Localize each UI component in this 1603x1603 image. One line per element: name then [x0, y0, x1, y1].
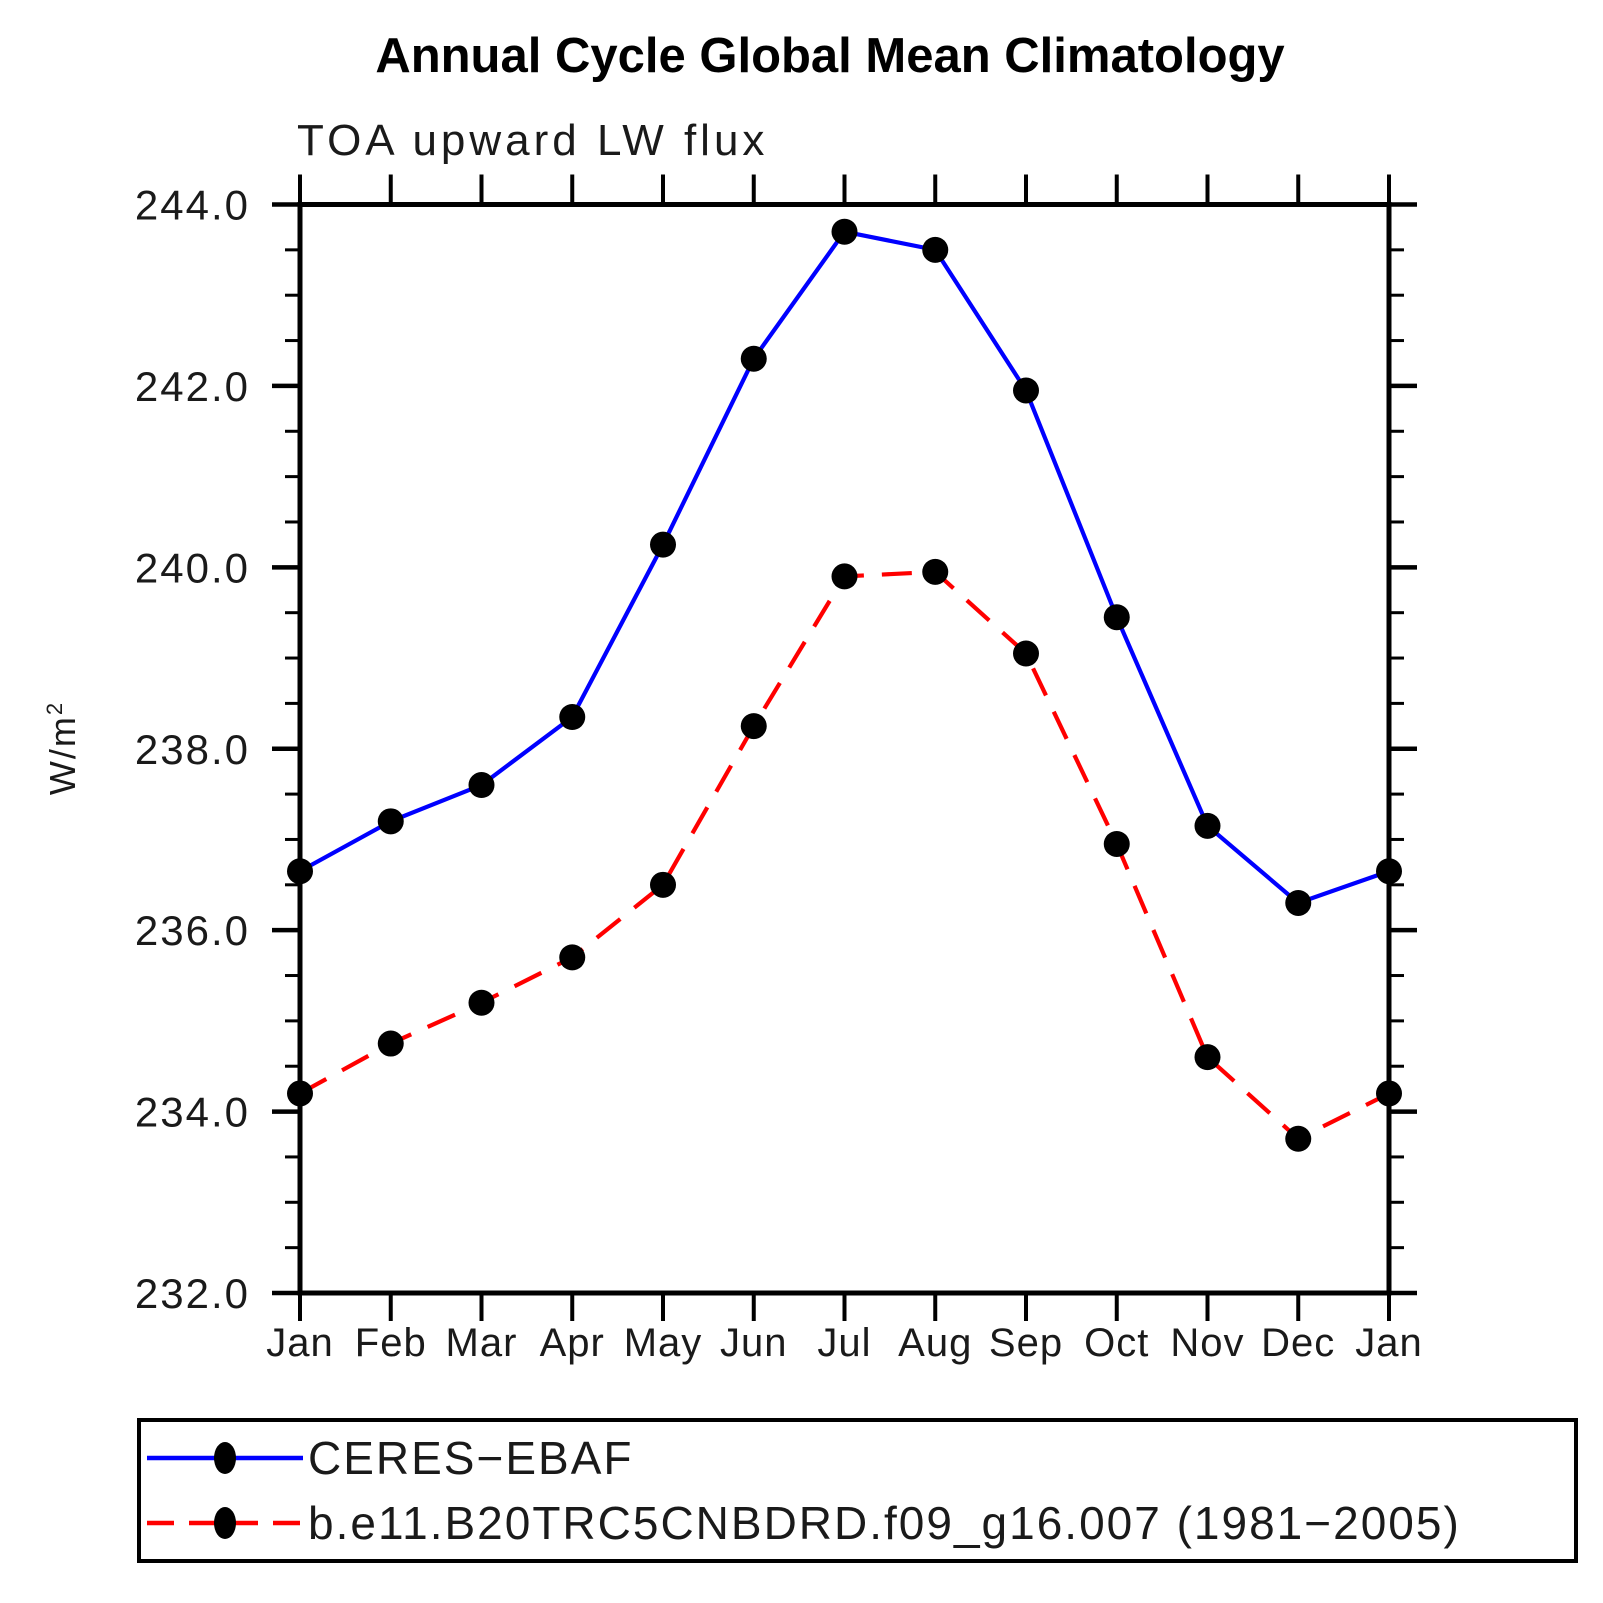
data-point-marker-series-1	[287, 1080, 313, 1107]
legend-marker-1	[214, 1507, 236, 1539]
x-axis-tick-label: Sep	[989, 1321, 1063, 1365]
legend-label-model-run: b.e11.B20TRC5CNBDRD.f09_g16.007 (1981−20…	[308, 1497, 1461, 1549]
data-point-marker-series-1	[1103, 830, 1130, 857]
y-axis-tick-label: 234.0	[135, 1089, 250, 1136]
plot-frame	[297, 202, 1392, 1296]
x-axis-tick-label: Apr	[540, 1321, 605, 1365]
data-point-marker-series-0	[1376, 858, 1402, 885]
x-axis-tick-label: Jan	[266, 1321, 334, 1365]
y-axis-tick-label: 240.0	[135, 544, 250, 591]
series-line-1	[298, 569, 1390, 1142]
legend-marker-0	[214, 1442, 236, 1474]
data-point-marker-series-1	[377, 1030, 404, 1057]
data-point-marker-series-1	[468, 989, 495, 1016]
data-point-marker-series-0	[650, 531, 676, 558]
x-axis-tick-label: Nov	[1170, 1321, 1244, 1365]
data-point-marker-series-0	[1103, 604, 1130, 631]
data-point-marker-series-1	[1376, 1080, 1402, 1107]
x-axis-tick-label: Dec	[1261, 1321, 1335, 1365]
legend-item-model-run: b.e11.B20TRC5CNBDRD.f09_g16.007 (1981−20…	[145, 1492, 1574, 1554]
x-axis-tick-label: Aug	[898, 1321, 972, 1365]
data-point-marker-series-0	[1285, 889, 1312, 916]
x-axis-tick-label: Feb	[355, 1321, 427, 1365]
y-axis-tick-label: 232.0	[135, 1270, 250, 1317]
legend-box: CERES−EBAF b.e11.B20TRC5CNBDRD.f09_g16.0…	[137, 1418, 1578, 1563]
data-point-marker-series-0	[468, 772, 495, 799]
data-point-marker-series-0	[287, 858, 313, 885]
y-axis-tick-label: 238.0	[135, 726, 250, 773]
chart-title: Annual Cycle Global Mean Climatology	[375, 29, 1285, 83]
data-point-marker-series-0	[740, 345, 767, 372]
data-point-marker-series-1	[1194, 1044, 1221, 1071]
data-point-marker-series-1	[559, 944, 586, 971]
data-point-marker-series-0	[377, 808, 404, 835]
data-point-marker-series-1	[1013, 640, 1039, 667]
y-axis-tick-label: 236.0	[135, 907, 250, 954]
data-point-marker-series-1	[740, 713, 767, 740]
x-axis-tick-label: Oct	[1084, 1321, 1149, 1365]
x-axis-tick-label: Jul	[817, 1321, 871, 1365]
data-point-marker-series-0	[1194, 812, 1221, 839]
x-axis-tick-label: Mar	[446, 1321, 518, 1365]
plot-area: 232.0 234.0 236.0 238.0 240.0 242.0 244.0 Jan Fe…	[135, 174, 1423, 1365]
data-point-marker-series-1	[922, 558, 949, 585]
x-axis-tick-label: May	[624, 1321, 703, 1365]
legend-solid-line-sample	[147, 1442, 303, 1474]
data-point-marker-series-0	[831, 218, 858, 245]
data-point-marker-series-1	[1285, 1125, 1312, 1152]
y-axis-tick-label: 244.0	[135, 182, 250, 229]
legend-dashed-line-sample	[147, 1507, 303, 1539]
legend-item-ceres-ebaf: CERES−EBAF	[145, 1427, 1574, 1489]
data-point-marker-series-1	[650, 871, 676, 898]
y-axis-tick-label: 242.0	[135, 363, 250, 410]
chart-subtitle: TOA upward LW flux	[297, 116, 769, 165]
x-axis-tick-label: Jan	[1355, 1321, 1423, 1365]
data-point-marker-series-0	[559, 704, 586, 731]
legend-label-ceres-ebaf: CERES−EBAF	[308, 1432, 634, 1484]
data-point-marker-series-1	[831, 563, 858, 590]
data-point-marker-series-0	[1013, 377, 1039, 404]
data-point-marker-series-0	[922, 236, 949, 263]
x-axis-tick-label: Jun	[720, 1321, 788, 1365]
